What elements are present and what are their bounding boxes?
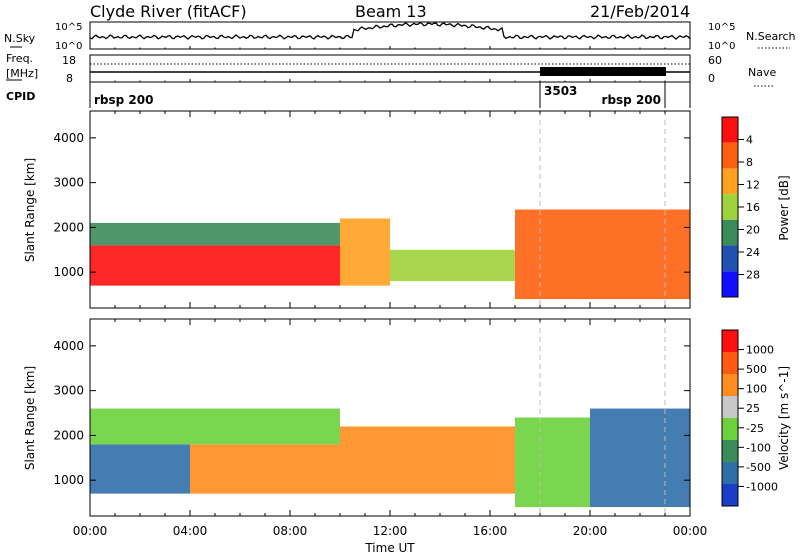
heatmap-cell	[340, 426, 515, 494]
colorbar-cell	[722, 418, 738, 440]
colorbar-tick-label: 8	[746, 156, 753, 169]
heatmap-cell	[515, 417, 590, 508]
power-colorbar-label: Power [dB]	[777, 175, 791, 240]
colorbar-tick-label: -500	[746, 461, 771, 474]
freq-label-2: [MHz]	[6, 67, 38, 80]
freq-tick-bottom: 8	[66, 72, 73, 85]
colorbar-tick-label: 28	[746, 269, 760, 282]
x-tick-label: 08:00	[273, 524, 308, 538]
y-tick-label: 2000	[53, 220, 84, 234]
nave-tick-top: 60	[708, 54, 722, 67]
heatmap-cell	[515, 209, 690, 300]
nsky-tick-bottom: 10^0	[55, 41, 82, 52]
station-title: Clyde River (fitACF)	[90, 2, 247, 21]
y-tick-label: 1000	[53, 473, 84, 487]
nsky-tick-top: 10^5	[55, 22, 82, 33]
nave-label: Nave	[748, 66, 776, 79]
colorbar-tick-label: 16	[746, 201, 760, 214]
heatmap-cell	[390, 249, 515, 282]
heatmap-cell	[90, 444, 190, 494]
y-tick-label: 3000	[53, 384, 84, 398]
heatmap-cell	[90, 408, 340, 445]
y-tick-label: 1000	[53, 265, 84, 279]
colorbar-frame	[721, 329, 739, 507]
colorbar-tick-label: 500	[746, 363, 767, 376]
colorbar-tick-label: -1000	[746, 480, 778, 493]
colorbar-tick-label: 4	[746, 134, 753, 147]
heatmap-cell	[90, 245, 340, 286]
x-tick-label: 16:00	[473, 524, 508, 538]
colorbar-tick-label: -100	[746, 441, 771, 454]
cpid-label: CPID	[6, 90, 35, 103]
x-tick-label: 20:00	[573, 524, 608, 538]
colorbar-cell	[722, 117, 738, 143]
y-tick-label: 4000	[53, 131, 84, 145]
freq-tick-top: 18	[62, 54, 76, 67]
x-tick-label: 12:00	[373, 524, 408, 538]
y-tick-label: 2000	[53, 428, 84, 442]
x-axis-label: Time UT	[364, 541, 415, 554]
colorbar-cell	[722, 352, 738, 374]
colorbar-tick-label: -25	[746, 422, 764, 435]
colorbar-cell	[722, 330, 738, 352]
beam-title: Beam 13	[355, 2, 427, 21]
colorbar-tick-label: 12	[746, 179, 760, 192]
colorbar-cell	[722, 142, 738, 169]
nave-block	[540, 67, 666, 76]
colorbar-cell	[722, 219, 738, 246]
heatmap-cell	[340, 218, 390, 286]
freq-panel: Freq. [MHz] 18 8 60 0 Nave	[6, 52, 776, 87]
nsearch-label: N.Search	[746, 30, 796, 43]
velocity-colorbar-label: Velocity [m s^-1]	[777, 366, 791, 470]
colorbar-cell	[722, 440, 738, 462]
heatmap-cell	[590, 408, 690, 508]
colorbar-cell	[722, 271, 738, 297]
nsky-trace	[89, 21, 691, 40]
colorbar-cell	[722, 194, 738, 220]
colorbar-tick-label: 100	[746, 383, 767, 396]
velocity-ylabel: Slant Range [km]	[23, 366, 37, 470]
colorbar-tick-label: 1000	[746, 344, 774, 357]
colorbar-tick-label: 25	[746, 402, 760, 415]
x-tick-label: 00:00	[73, 524, 108, 538]
y-tick-label: 3000	[53, 176, 84, 190]
cpid-segment-label: 3503	[544, 84, 577, 98]
colorbar-tick-label: 24	[746, 246, 760, 259]
x-tick-label: 04:00	[173, 524, 208, 538]
nsky-panel: N.Sky 10^5 10^0 10^5 10^0 N.Search	[4, 21, 796, 52]
nsearch-tick-bottom: 10^0	[708, 41, 735, 52]
power-panel: 1000 2000 3000 4000 Slant Range [km]	[23, 110, 691, 309]
y-tick-label: 4000	[53, 339, 84, 353]
colorbar-cell	[722, 168, 738, 195]
heatmap-cell	[90, 222, 340, 246]
colorbar-cell	[722, 484, 738, 506]
colorbar-cell	[722, 245, 738, 272]
heatmap-cell	[190, 444, 340, 494]
date-title: 21/Feb/2014	[590, 2, 690, 21]
colorbar-cell	[722, 374, 738, 396]
freq-label-1: Freq.	[6, 52, 33, 65]
velocity-panel: 1000 2000 3000 4000 Slant Range [km]	[23, 318, 691, 517]
colorbar-tick-label: 20	[746, 224, 760, 237]
colorbar-cell	[722, 396, 738, 418]
power-ylabel: Slant Range [km]	[23, 158, 37, 262]
nsearch-tick-top: 10^5	[708, 22, 735, 33]
nsky-label: N.Sky	[4, 32, 36, 45]
cpid-segment-label: rbsp 200	[602, 93, 661, 107]
x-tick-label: 00:00	[673, 524, 708, 538]
nave-tick-bottom: 0	[708, 72, 715, 85]
colorbar-cell	[722, 462, 738, 484]
cpid-row: CPID rbsp 200 3503 rbsp 200	[6, 82, 691, 108]
cpid-segment-label: rbsp 200	[94, 93, 153, 107]
